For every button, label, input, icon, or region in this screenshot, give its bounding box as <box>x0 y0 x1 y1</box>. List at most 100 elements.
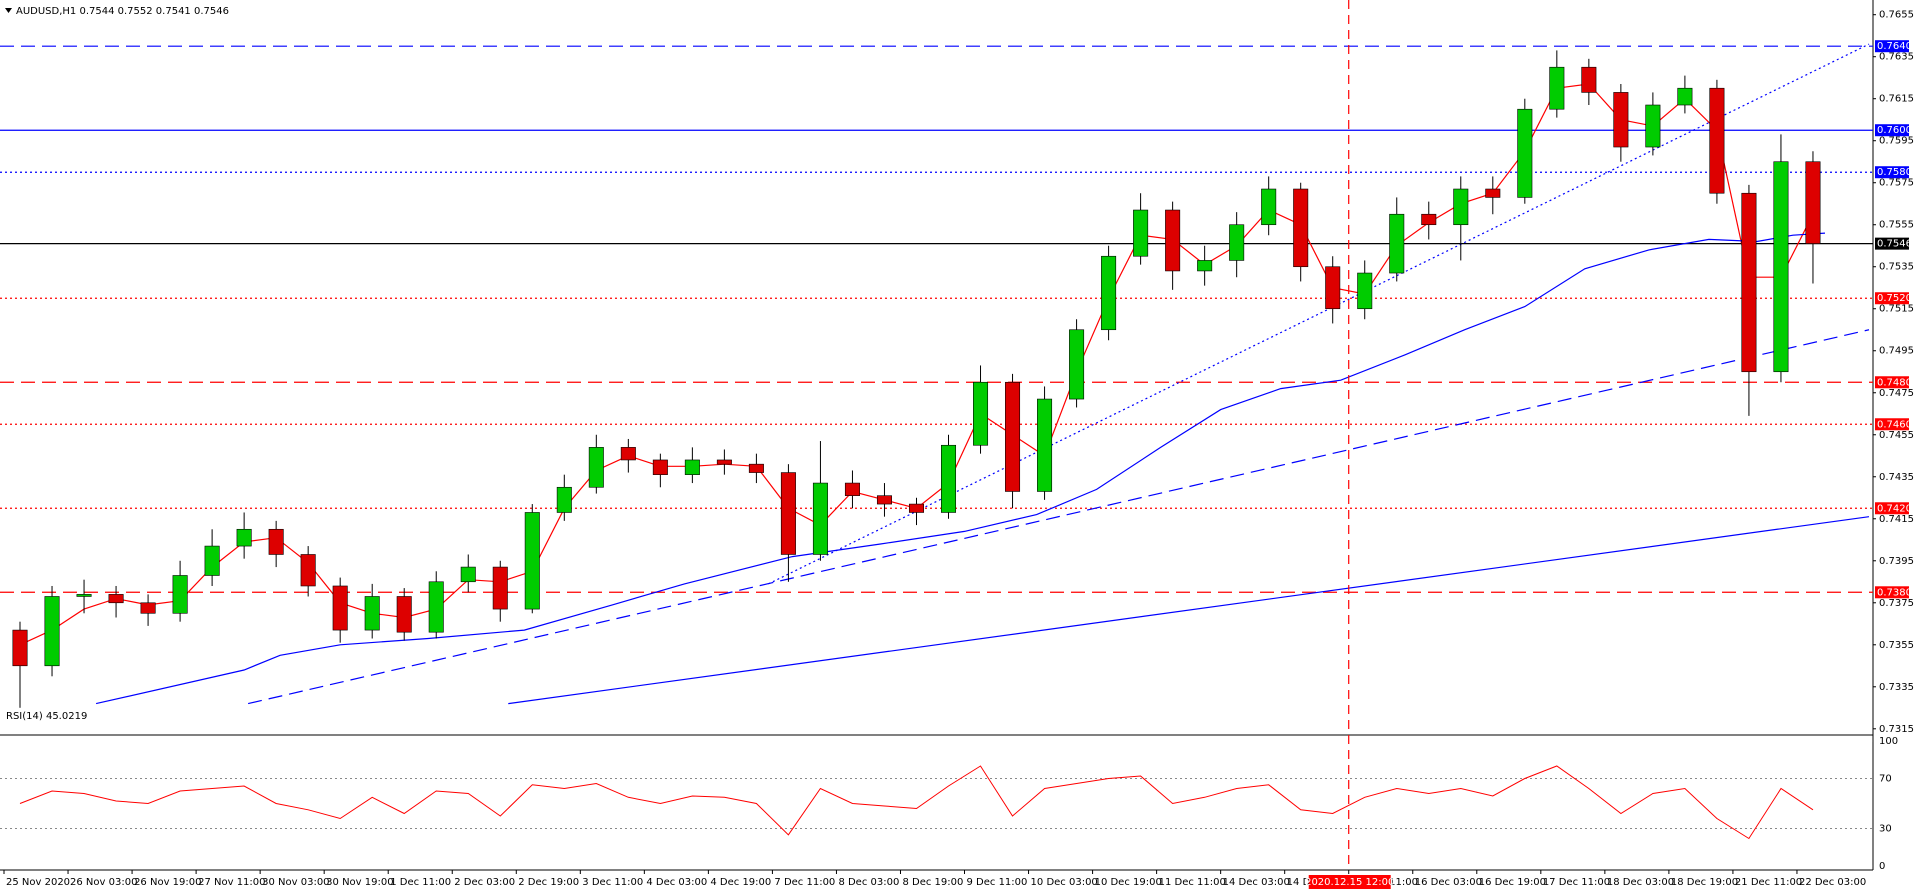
y-tick-label: 0.7315 <box>1879 724 1914 735</box>
x-tick-label: 2 Dec 03:00 <box>454 877 515 888</box>
x-tick-label: 21 Dec 11:00 <box>1735 877 1802 888</box>
candle-body <box>1293 188 1309 268</box>
price-level-tag <box>1875 124 1909 137</box>
chart-title: AUDUSD,H1 0.7544 0.7552 0.7541 0.7546 <box>16 6 229 17</box>
candle-body <box>684 459 700 475</box>
y-tick-label: 0.7395 <box>1879 556 1914 567</box>
candle-body <box>428 581 444 633</box>
x-tick-label: 14 Dec 03:00 <box>1223 877 1290 888</box>
y-tick-label: 0.7575 <box>1879 178 1914 189</box>
candle-body <box>364 596 380 631</box>
y-tick-label: 0.7475 <box>1879 388 1914 399</box>
moving-average <box>95 232 1826 705</box>
x-tick-label: 16 Dec 03:00 <box>1415 877 1482 888</box>
candle-body <box>1389 213 1405 274</box>
candle-body <box>1037 398 1053 492</box>
price-level-tag <box>1875 418 1909 431</box>
candle-body <box>108 594 124 604</box>
x-tick-label: 22 Dec 03:00 <box>1799 877 1866 888</box>
candle-body <box>1133 209 1149 257</box>
price-level-label: 0.7380 <box>1877 587 1912 598</box>
candle-body <box>172 575 188 614</box>
x-tick-label: 10 Dec 03:00 <box>1031 877 1098 888</box>
candle-body <box>556 486 572 513</box>
price-level-tag <box>1875 237 1909 250</box>
x-tick-label: 1 Dec 11:00 <box>390 877 451 888</box>
candle-body <box>76 594 92 597</box>
candle-body <box>1645 104 1661 148</box>
candle-body <box>716 459 732 465</box>
x-tick-label: 26 Nov 03:00 <box>70 877 137 888</box>
candle-body <box>844 482 860 496</box>
candle-body <box>268 528 284 555</box>
candle-body <box>1773 161 1789 373</box>
price-level-label: 0.7546 <box>1877 239 1912 250</box>
y-tick-label: 0.7415 <box>1879 514 1914 525</box>
y-tick-label: 0.7375 <box>1879 598 1914 609</box>
axes: 0.7655 0.7635 0.7615 0.7595 0.7575 0.7555 0.75… <box>3 10 1914 888</box>
candle-body <box>1421 213 1437 226</box>
price-level-label: 0.7520 <box>1877 293 1912 304</box>
x-tick-label: 30 Nov 19:00 <box>326 877 393 888</box>
y-tick-label: 0.7355 <box>1879 640 1914 651</box>
candle-body <box>652 459 668 475</box>
crosshair-tag <box>1308 875 1391 889</box>
x-tick-label: 8 Dec 03:00 <box>838 877 899 888</box>
candle-body <box>1261 188 1277 226</box>
price-level-tag <box>1875 586 1909 599</box>
candle-body <box>1197 260 1213 272</box>
indicator-line <box>19 765 1814 840</box>
candle-body <box>908 503 924 513</box>
price-level-tag <box>1875 40 1909 53</box>
candle-body <box>1101 255 1117 331</box>
candle-body <box>748 463 764 473</box>
candle-body <box>204 545 220 576</box>
candle-body <box>44 596 60 667</box>
price-level-tag <box>1875 502 1909 515</box>
price-level-tag <box>1875 376 1909 389</box>
rsi-tick-label: 30 <box>1879 824 1892 835</box>
y-tick-label: 0.7435 <box>1879 472 1914 483</box>
rsi-tick-label: 100 <box>1879 736 1898 747</box>
candle-body <box>1069 329 1085 400</box>
candle-body <box>1677 87 1693 106</box>
price-level-label: 0.7600 <box>1877 125 1912 136</box>
candle-body <box>588 447 604 488</box>
price-panel <box>0 43 1873 708</box>
candle-body <box>396 596 412 633</box>
y-tick-label: 0.7635 <box>1879 52 1914 63</box>
candle-body <box>492 566 508 610</box>
candle-body <box>1709 87 1725 194</box>
x-tick-label: 4 Dec 03:00 <box>646 877 707 888</box>
y-tick-label: 0.7595 <box>1879 136 1914 147</box>
candle-body <box>1613 92 1629 148</box>
candle-body <box>941 444 957 513</box>
candle-body <box>12 629 28 667</box>
x-tick-label: 30 Nov 03:00 <box>262 877 329 888</box>
x-tick-label: 27 Nov 11:00 <box>198 877 265 888</box>
y-tick-label: 0.7655 <box>1879 10 1914 21</box>
candle-body <box>1581 66 1597 93</box>
candle-body <box>1517 108 1533 198</box>
indicator-title: RSI(14) 45.0219 <box>6 711 87 722</box>
x-tick-label: 26 Nov 19:00 <box>134 877 201 888</box>
trend-line <box>508 516 1870 705</box>
rsi-panel <box>0 740 1873 867</box>
price-level-label: 0.7580 <box>1877 167 1912 178</box>
candle-body <box>780 472 796 555</box>
candle-body <box>460 566 476 583</box>
x-tick-label: 7 Dec 11:00 <box>774 877 835 888</box>
x-tick-label: 11 Dec 11:00 <box>1159 877 1226 888</box>
candle-body <box>1453 188 1469 226</box>
price-level-label: 0.7460 <box>1877 419 1912 430</box>
price-level-label: 0.7640 <box>1877 41 1912 52</box>
x-tick-label: 17 Dec 11:00 <box>1543 877 1610 888</box>
candle-body <box>1005 381 1021 492</box>
x-tick-label: 9 Dec 11:00 <box>967 877 1028 888</box>
symbol-menu-arrow[interactable] <box>5 8 12 13</box>
candle-body <box>236 528 252 547</box>
price-level-tag <box>1875 292 1909 305</box>
x-tick-label: 16 Dec 19:00 <box>1479 877 1546 888</box>
